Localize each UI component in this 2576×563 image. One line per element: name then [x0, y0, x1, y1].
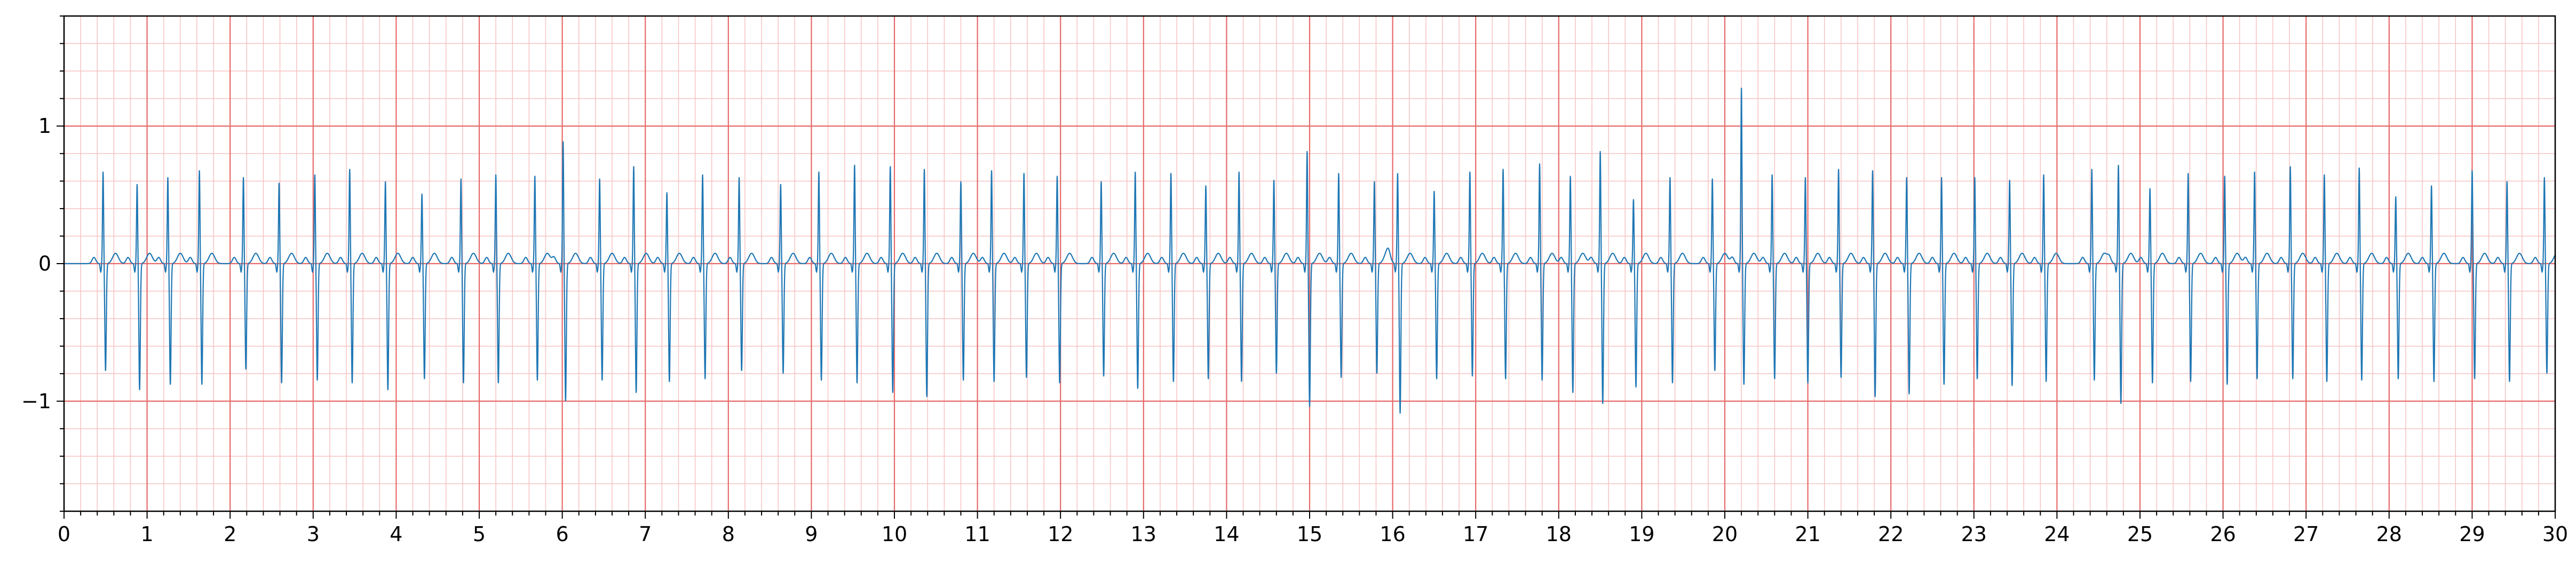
x-tick-label: 3: [307, 522, 320, 546]
x-tick-label: 1: [141, 522, 154, 546]
x-tick-label: 24: [2044, 522, 2070, 546]
x-tick-label: 14: [1214, 522, 1239, 546]
x-tick-label: 23: [1961, 522, 1987, 546]
y-axis: −1 0 1: [21, 15, 64, 512]
x-tick-label: 27: [2293, 522, 2319, 546]
x-tick-label: 15: [1297, 522, 1322, 546]
x-tick-label: 8: [722, 522, 735, 546]
x-tick-label: 13: [1131, 522, 1156, 546]
x-tick-label: 5: [473, 522, 486, 546]
y-tick-label: 1: [38, 114, 51, 138]
x-tick-label: 28: [2376, 522, 2402, 546]
x-tick-label: 2: [224, 522, 236, 546]
x-tick-label: 16: [1380, 522, 1405, 546]
x-tick-label: 17: [1463, 522, 1488, 546]
x-axis: 0 1 2 3 4 5 6 7 8 9 10 11 12 13 14 15 16 17 18 19 20 21 22 23 24…: [58, 511, 2568, 546]
x-tick-label: 0: [58, 522, 70, 546]
x-tick-label: 21: [1795, 522, 1820, 546]
y-tick-label: 0: [38, 252, 51, 275]
x-tick-label: 20: [1712, 522, 1738, 546]
x-tick-label: 29: [2459, 522, 2485, 546]
x-tick-label: 12: [1048, 522, 1073, 546]
x-tick-label: 6: [556, 522, 569, 546]
x-tick-label: 18: [1546, 522, 1572, 546]
y-tick-label: −1: [21, 390, 51, 413]
x-tick-label: 25: [2127, 522, 2153, 546]
x-tick-label: 19: [1629, 522, 1654, 546]
x-tick-label: 10: [882, 522, 907, 546]
x-tick-label: 30: [2542, 522, 2568, 546]
x-tick-label: 7: [639, 522, 652, 546]
x-tick-label: 9: [805, 522, 818, 546]
x-tick-label: 11: [964, 522, 990, 546]
x-tick-label: 26: [2210, 522, 2236, 546]
major-grid: [63, 16, 2556, 511]
x-tick-label: 22: [1878, 522, 1904, 546]
x-tick-label: 4: [390, 522, 402, 546]
ecg-trace-line: [64, 88, 2556, 414]
